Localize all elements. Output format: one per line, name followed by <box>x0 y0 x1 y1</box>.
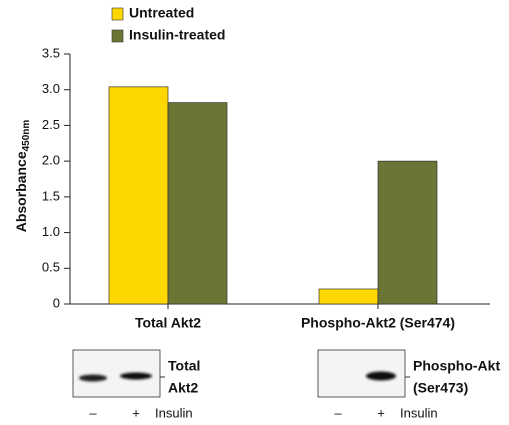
y-axis-label-sub: 450nm <box>21 120 32 152</box>
legend-label: Insulin-treated <box>129 27 225 43</box>
blot-label: Phospho-Akt <box>413 358 500 374</box>
chart: Absorbance450nm Untreated Insulin-treated… <box>0 0 509 425</box>
treatment-label: Insulin <box>155 405 193 420</box>
x-tick-label: Total Akt2 <box>135 315 201 331</box>
legend-swatch <box>112 8 123 20</box>
blot-label: (Ser473) <box>413 380 468 396</box>
blot-label: Total <box>168 358 200 374</box>
y-axis-label: Absorbance450nm <box>13 120 32 233</box>
lane-label: + <box>377 405 385 420</box>
y-tick-label: 2.0 <box>42 153 60 168</box>
x-tick-label: Phospho-Akt2 (Ser474) <box>301 315 455 331</box>
y-tick-label: 1.0 <box>42 224 60 239</box>
y-tick-label: 1.5 <box>42 188 60 203</box>
blot-band <box>79 375 107 382</box>
y-tick-label: 0.5 <box>42 260 60 275</box>
y-tick-label: 3.5 <box>42 45 60 60</box>
bar <box>168 103 227 304</box>
bar <box>378 161 437 304</box>
legend-swatch <box>112 30 123 42</box>
y-tick-label: 3.0 <box>42 81 60 96</box>
bar <box>319 289 378 304</box>
y-tick-label: 2.5 <box>42 117 60 132</box>
legend-label: Untreated <box>129 5 194 21</box>
bar <box>109 87 168 304</box>
lane-label: – <box>89 405 97 420</box>
blot-label: Akt2 <box>168 380 199 396</box>
blot-band <box>366 372 396 381</box>
y-axis-label-main: Absorbance <box>13 151 29 232</box>
blot-band <box>120 373 152 380</box>
treatment-label: Insulin <box>400 405 438 420</box>
lane-label: – <box>334 405 342 420</box>
y-tick-label: 0 <box>53 295 60 310</box>
lane-label: + <box>132 405 140 420</box>
